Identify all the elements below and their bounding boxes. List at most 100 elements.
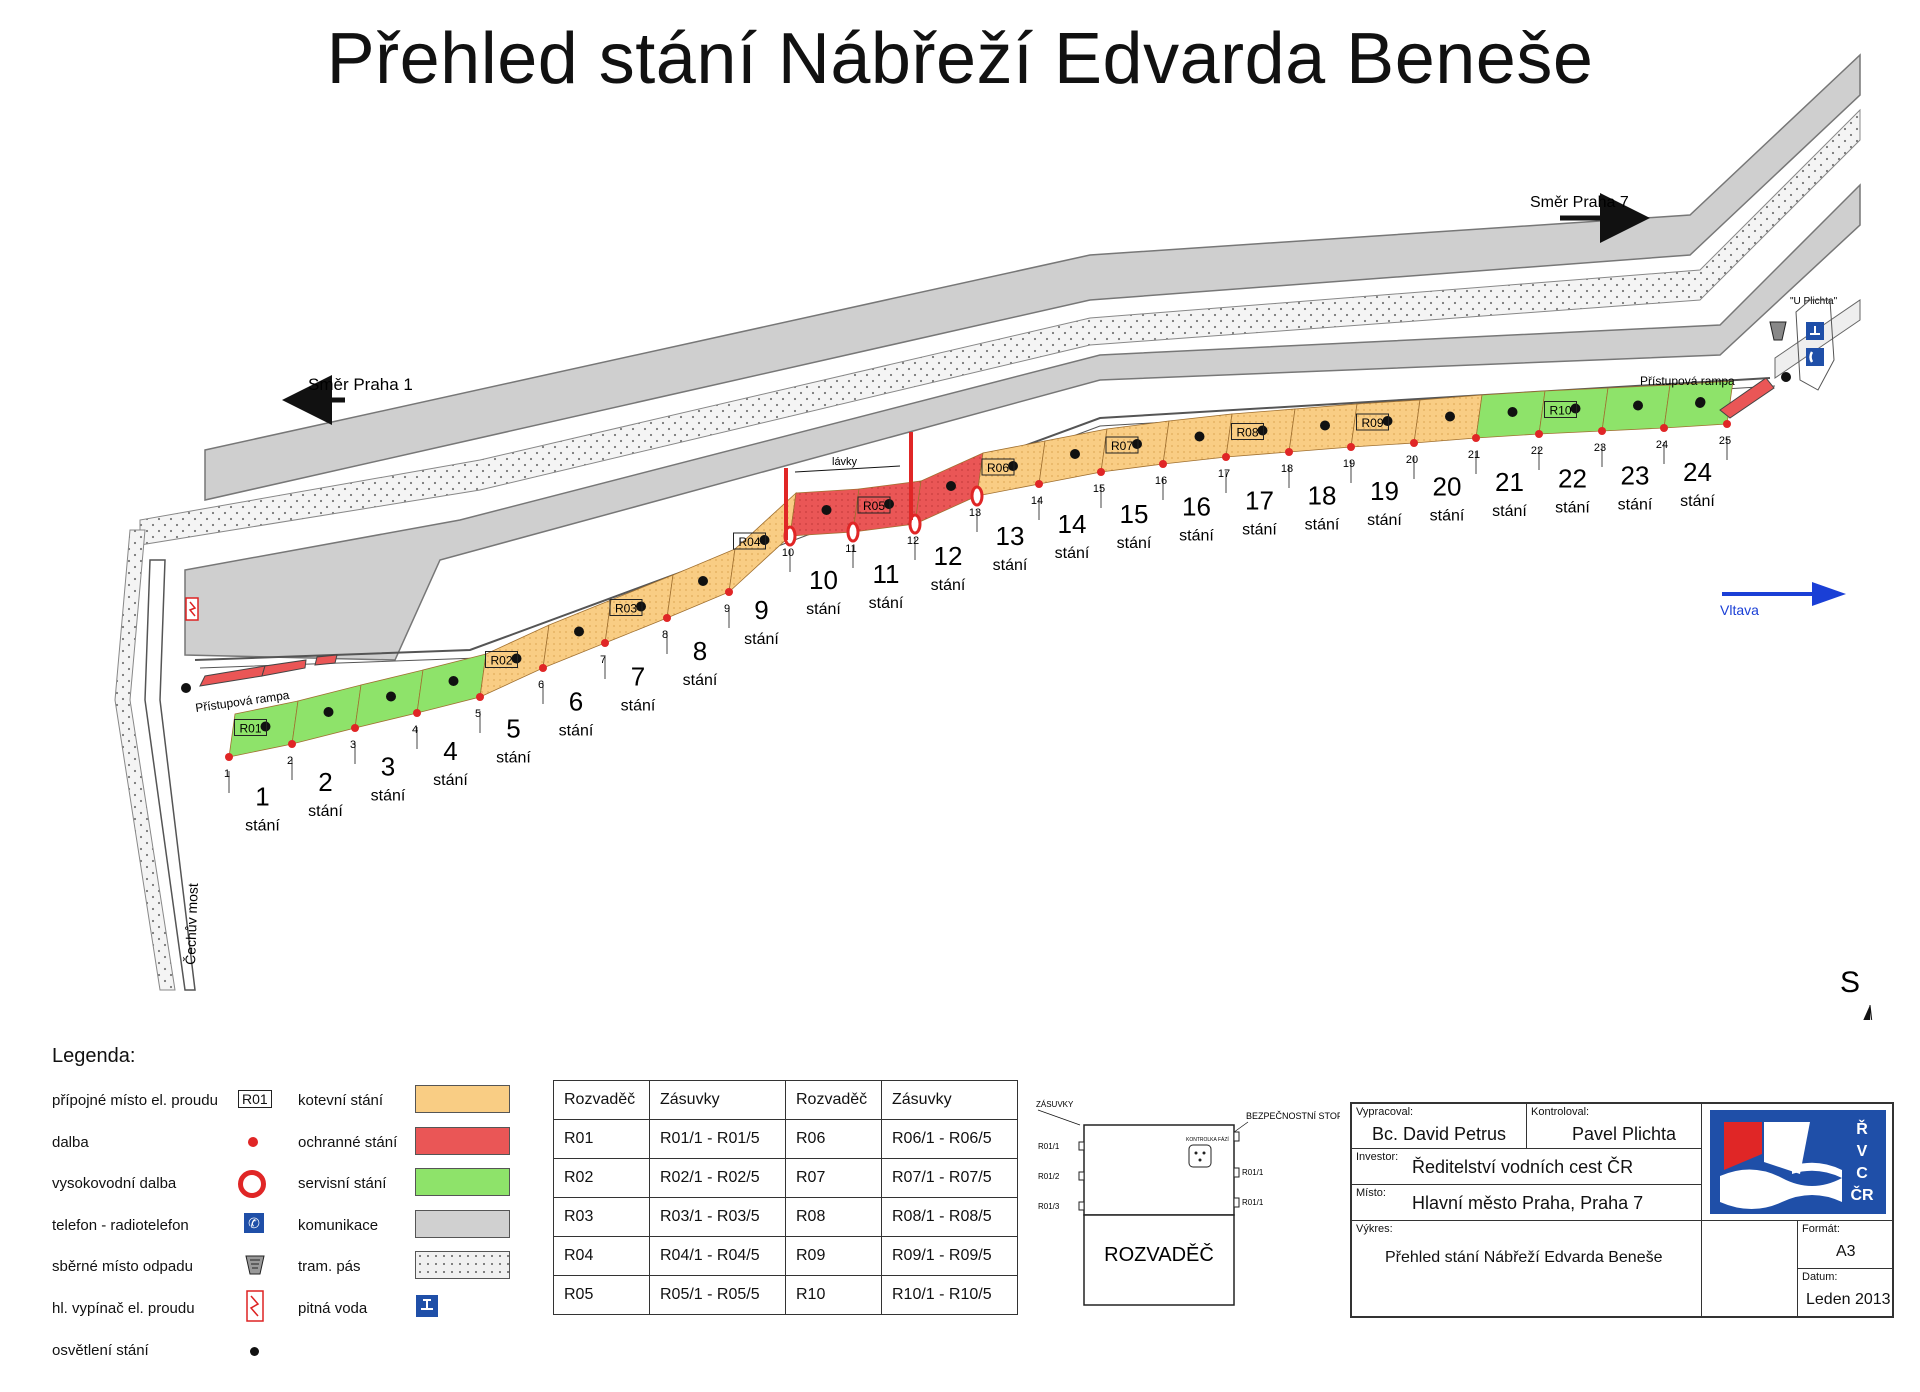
berth-stani-label: stání [1242,522,1277,539]
table-cell: R01/1 - R01/5 [649,1119,786,1159]
dalba-9: 9 [724,588,733,628]
distributor-box-label: R03 [615,602,637,616]
table-cell: R08 [785,1197,882,1237]
berth-10: 10 stání [789,488,860,618]
dalba-dot-icon [1159,460,1167,468]
legend-heading: Legenda: [52,1045,136,1067]
berth-stani-label: stání [869,595,904,612]
table-header: Zásuvky [649,1080,786,1120]
switchboard-name: ROZVADĚČ [1104,1243,1214,1266]
dalba-dot-icon [1472,434,1480,442]
berth-19: 19 stání R09 [1350,399,1421,529]
berth-number: 16 [1182,492,1211,522]
distributor-box-icon [1231,423,1264,440]
berth-stani-label: stání [931,577,966,594]
dalba-dot-icon [225,753,233,761]
dalba-8: 8 [662,614,671,654]
dalba-3: 3 [350,724,359,764]
river-vltava: Vltava [1720,582,1846,618]
berth-number: 11 [873,559,900,589]
berth-stani-label: stání [496,750,531,767]
svg-text:ČR: ČR [1850,1185,1874,1204]
light-dot-icon [946,481,956,491]
dalba-number: 6 [538,679,544,691]
dalba-15: 15 [1093,468,1105,508]
dalba-number: 14 [1031,495,1043,507]
berth-stani-label: stání [1055,545,1090,562]
light-dot-icon [1382,416,1393,426]
berth-22: 22 stání R10 [1538,387,1609,517]
table-cell: R08/1 - R08/5 [881,1197,1018,1237]
dalba-dot-icon [1222,453,1230,461]
drawing-cell: Výkres: Přehled stání Nábřeží Edvarda Be… [1352,1221,1702,1318]
dalba-1: 1 [224,753,233,793]
north-label: S [1840,966,1860,999]
main-switch-icon [185,597,199,621]
svg-text:lávky: lávky [832,456,858,468]
dalba-number: 22 [1531,445,1543,457]
dalba-11: 11 [845,521,860,568]
berth-17: 17 stání R08 [1225,408,1296,539]
berth-number: 24 [1683,457,1712,487]
berth-21: 21 stání [1475,390,1546,520]
berth-14: 14 stání [1038,428,1108,562]
dalba-number: 16 [1155,475,1167,487]
svg-text:R01/1: R01/1 [1242,1168,1264,1177]
berth-stani-label: stání [806,601,841,618]
u-plichta-label: "U Plichta" [1790,296,1838,307]
berth-12: 12 stání [914,452,984,594]
light-dot-icon [511,653,522,664]
distributor-box-icon [1356,413,1389,431]
svg-text:R01/3: R01/3 [1038,1202,1060,1211]
ring-icon [238,1170,266,1198]
berth-number: 10 [809,565,838,595]
dalba-number: 20 [1406,454,1418,466]
dalba-17: 17 [1218,453,1230,493]
dalba-2: 2 [287,740,296,780]
table-row: R04 R04/1 - R04/5 R09 R09/1 - R09/5 [553,1236,1018,1276]
distributor-box-label: R05 [863,499,885,513]
light-dot-icon [250,1347,259,1356]
dalba-21: 21 [1468,434,1480,474]
main-switch-icon [246,1290,264,1326]
table-cell: R09 [785,1236,882,1276]
road-network [114,53,1861,991]
drawn-by: Bc. David Petrus [1372,1124,1507,1144]
dalba-number: 4 [412,724,418,736]
ramp-right-label: Přístupová rampa [1640,374,1735,388]
dalba-dot-icon [1097,468,1105,476]
distributor-box-icon [1105,436,1139,454]
format: A3 [1836,1243,1856,1260]
berth-3: 3 stání [354,669,424,805]
table-cell: R01 [553,1119,650,1159]
berth-18: 18 stání [1288,403,1358,534]
svg-text:V: V [1857,1143,1868,1160]
berth-number: 2 [318,767,332,797]
light-dot-icon [1445,411,1455,422]
dalba-dot-icon [1598,427,1606,435]
berth-stani-label: stání [559,723,594,740]
light-dot-icon [884,499,894,509]
dalba-dot-icon [351,724,359,732]
dalba-4: 4 [412,709,421,749]
quay-map: Směr Praha 1 Směr Praha 7 1 stání R01 2 stán… [114,53,1873,1020]
dalba-number: 13 [969,507,981,519]
berth-stani-label: stání [683,672,718,689]
legend-item: osvětlení stání [52,1342,149,1359]
distributor-box-label: R06 [987,461,1009,475]
legend-item: dalba [52,1134,89,1151]
berth-number: 6 [569,687,583,717]
dalba-number: 24 [1656,439,1668,451]
legend-item: ochranné stání [298,1134,398,1151]
berth-number: 17 [1245,486,1274,516]
dalba-dot-icon [1410,439,1418,447]
dalba-number: 9 [724,603,730,615]
dalba-number: 15 [1093,483,1105,495]
berth-stani-label: stání [1430,508,1465,525]
berth-5: 5 stání R02 [479,624,550,767]
berth-number: 12 [934,541,963,571]
berth-stani-label: stání [245,818,280,835]
light-dot-icon [1194,431,1205,442]
dalba-16: 16 [1155,460,1167,500]
berth-stani-label: stání [1305,517,1340,534]
